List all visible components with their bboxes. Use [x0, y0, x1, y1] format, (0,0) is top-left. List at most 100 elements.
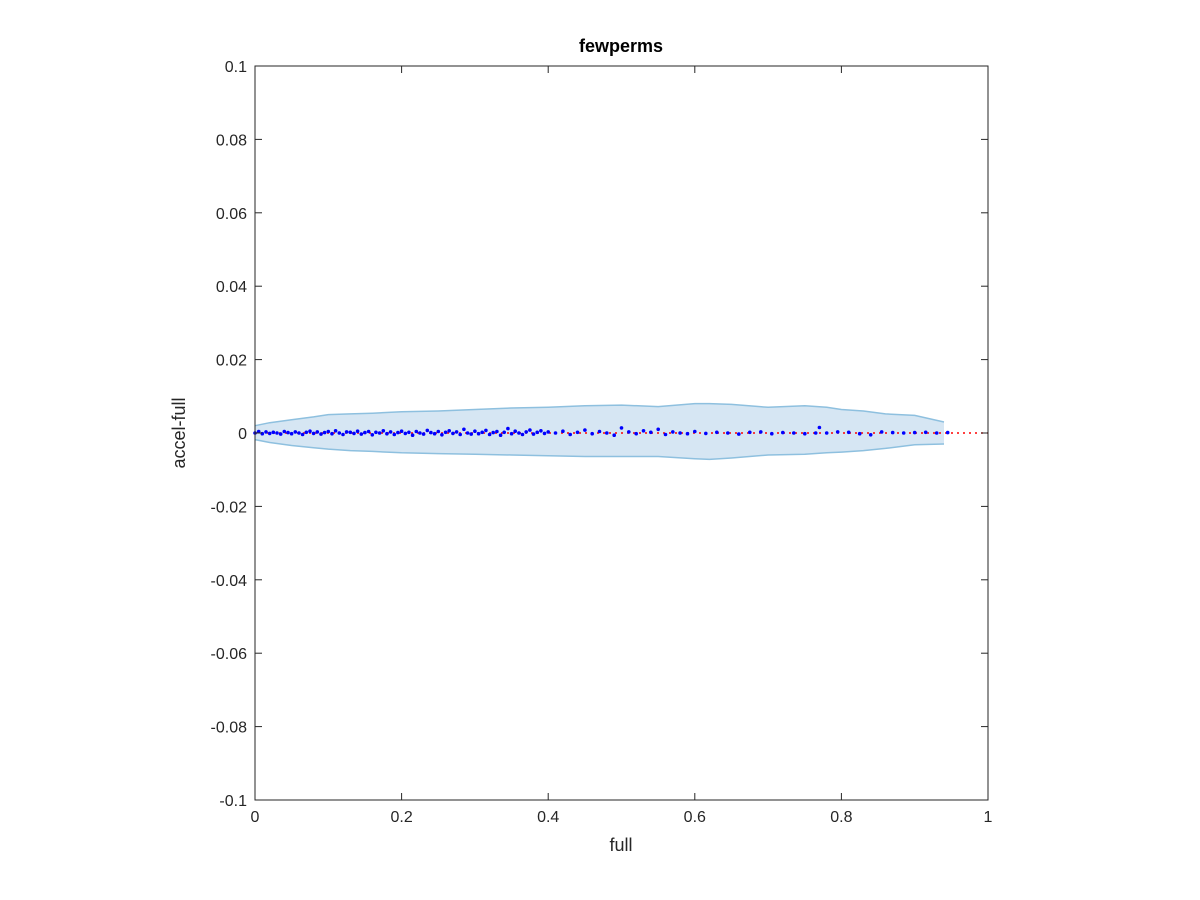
- data-point: [403, 431, 408, 436]
- data-point: [704, 431, 708, 436]
- data-point: [348, 430, 353, 435]
- y-tick-label: -0.1: [219, 793, 247, 810]
- data-point: [641, 429, 646, 433]
- data-point: [824, 431, 829, 435]
- data-point: [528, 428, 532, 432]
- data-point: [469, 432, 474, 436]
- data-point: [817, 425, 822, 430]
- data-point: [278, 432, 283, 436]
- data-point: [803, 431, 807, 436]
- data-point: [326, 429, 331, 434]
- data-point: [447, 429, 452, 433]
- data-point: [480, 430, 485, 435]
- data-point: [685, 431, 690, 436]
- band-lower-edge: [254, 438, 945, 461]
- data-point: [846, 430, 851, 435]
- data-point: [513, 429, 517, 434]
- x-tick-label: 0.4: [537, 809, 559, 826]
- y-tick-label: -0.04: [211, 573, 248, 590]
- data-point: [363, 430, 367, 435]
- data-point: [934, 431, 939, 435]
- data-point: [275, 431, 279, 435]
- data-point: [476, 431, 481, 436]
- y-axis-ticks: -0.1 -0.08 -0.06 -0.04 -0.02 0 0.02 0.04 0.06 0.0…: [211, 59, 988, 810]
- data-point: [634, 431, 638, 436]
- data-point: [370, 433, 375, 437]
- data-point: [868, 433, 873, 437]
- data-point: [282, 429, 287, 434]
- data-point: [429, 430, 433, 435]
- data-point: [359, 432, 364, 436]
- data-point: [583, 428, 587, 432]
- y-axis-label: accel-full: [169, 397, 189, 468]
- data-point: [421, 432, 426, 436]
- band-upper-edge: [254, 402, 945, 427]
- data-point: [341, 432, 345, 437]
- x-axis-ticks: 0 0.2 0.4 0.6 0.8 1: [251, 66, 993, 826]
- data-point: [333, 429, 338, 433]
- data-point: [553, 431, 558, 435]
- data-point: [568, 432, 572, 437]
- data-point: [374, 430, 378, 435]
- data-point: [271, 430, 276, 435]
- data-point: [462, 427, 466, 432]
- data-point: [256, 429, 261, 434]
- data-point: [377, 431, 382, 435]
- data-point: [663, 432, 668, 437]
- data-point: [414, 429, 419, 434]
- data-point: [656, 427, 660, 432]
- x-tick-label: 0.8: [830, 809, 852, 826]
- data-point: [381, 429, 386, 433]
- data-point: [484, 428, 488, 433]
- data-point: [392, 432, 397, 437]
- x-tick-label: 0.6: [684, 809, 706, 826]
- data-point: [612, 433, 616, 438]
- data-point: [344, 430, 349, 434]
- y-tick-label: -0.02: [211, 499, 248, 516]
- data-point: [399, 429, 404, 434]
- data-point: [388, 430, 393, 434]
- scatter-points: [253, 425, 950, 438]
- data-point: [835, 430, 840, 434]
- y-tick-label: 0: [238, 426, 247, 443]
- data-point: [308, 429, 312, 434]
- data-point: [440, 433, 444, 437]
- data-point: [715, 430, 719, 435]
- y-tick-label: 0.08: [216, 132, 247, 149]
- data-point: [355, 429, 360, 434]
- data-point: [322, 430, 327, 435]
- data-point: [649, 430, 653, 435]
- data-point: [473, 429, 477, 434]
- data-point: [678, 431, 682, 435]
- data-point: [366, 429, 371, 434]
- data-point: [385, 431, 389, 436]
- data-point: [605, 431, 609, 435]
- data-point: [297, 431, 301, 435]
- data-point: [418, 431, 422, 435]
- data-point: [396, 430, 400, 435]
- y-tick-label: 0.06: [216, 206, 247, 223]
- x-tick-label: 0.2: [390, 809, 412, 826]
- data-point: [410, 433, 415, 438]
- data-point: [619, 426, 624, 430]
- data-point: [260, 431, 265, 436]
- data-point: [726, 431, 730, 435]
- y-tick-label: 0.04: [216, 279, 247, 296]
- y-tick-label: -0.08: [211, 720, 248, 737]
- data-point: [520, 432, 525, 437]
- data-point: [304, 430, 309, 435]
- data-point: [311, 431, 316, 436]
- data-point: [491, 430, 496, 435]
- data-point: [813, 431, 818, 435]
- data-point: [293, 430, 298, 434]
- data-point: [315, 430, 320, 434]
- chart-title: fewperms: [579, 36, 663, 56]
- data-point: [502, 430, 507, 435]
- data-point: [627, 430, 631, 434]
- data-point: [535, 430, 539, 435]
- data-point: [264, 430, 268, 434]
- data-point: [945, 430, 950, 435]
- data-point: [451, 431, 455, 436]
- data-point: [454, 430, 459, 434]
